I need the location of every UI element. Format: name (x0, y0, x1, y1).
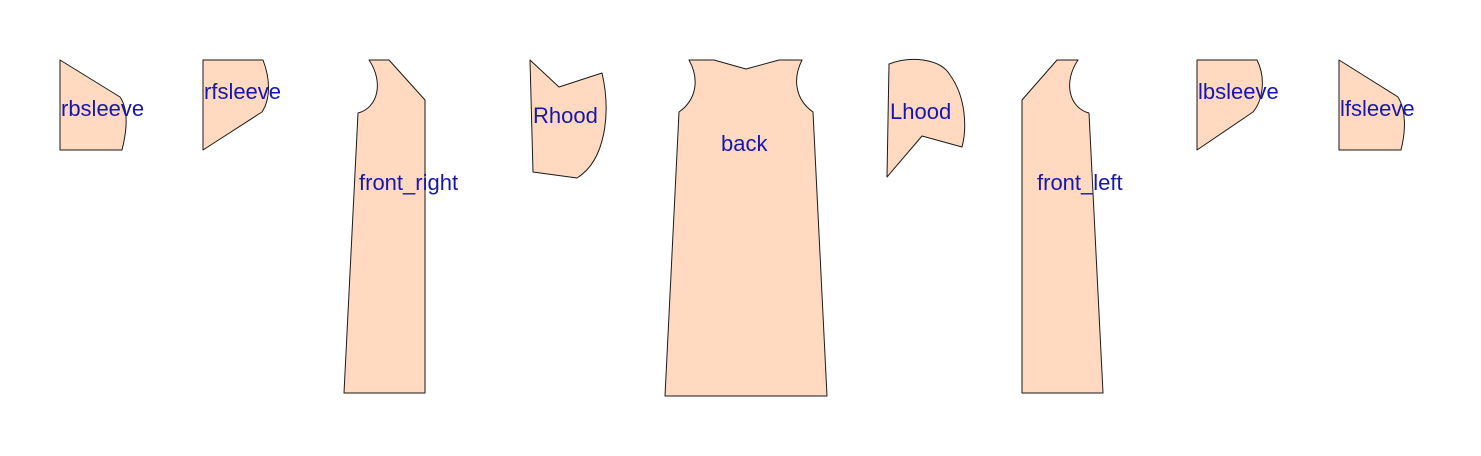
pattern-piece-front-right: front_right (343, 59, 458, 394)
lhood-label: Lhood (890, 99, 951, 124)
lbsleeve-label: lbsleeve (1198, 79, 1279, 104)
front-right-label: front_right (359, 170, 458, 195)
back-label: back (721, 131, 768, 156)
lhood-shape (886, 59, 966, 178)
pattern-piece-lfsleeve: lfsleeve (1338, 59, 1415, 151)
front-right-shape (343, 59, 426, 394)
pattern-piece-rhood: Rhood (529, 59, 607, 179)
pattern-piece-rbsleeve: rbsleeve (59, 59, 144, 151)
front-left-shape (1021, 59, 1104, 394)
lfsleeve-shape (1338, 59, 1405, 151)
pattern-piece-lbsleeve: lbsleeve (1196, 59, 1279, 151)
back-shape (664, 59, 828, 397)
lbsleeve-shape (1196, 59, 1263, 151)
lfsleeve-label: lfsleeve (1340, 96, 1415, 121)
rbsleeve-shape (59, 59, 127, 151)
rhood-shape (529, 59, 607, 179)
rbsleeve-label: rbsleeve (61, 96, 144, 121)
pattern-piece-rfsleeve: rfsleeve (202, 59, 281, 151)
rfsleeve-shape (202, 59, 269, 151)
rhood-label: Rhood (533, 103, 598, 128)
pattern-piece-front-left: front_left (1021, 59, 1123, 394)
rfsleeve-label: rfsleeve (204, 79, 281, 104)
pattern-piece-lhood: Lhood (886, 59, 966, 178)
pattern-piece-back: back (664, 59, 828, 397)
front-left-label: front_left (1037, 170, 1123, 195)
